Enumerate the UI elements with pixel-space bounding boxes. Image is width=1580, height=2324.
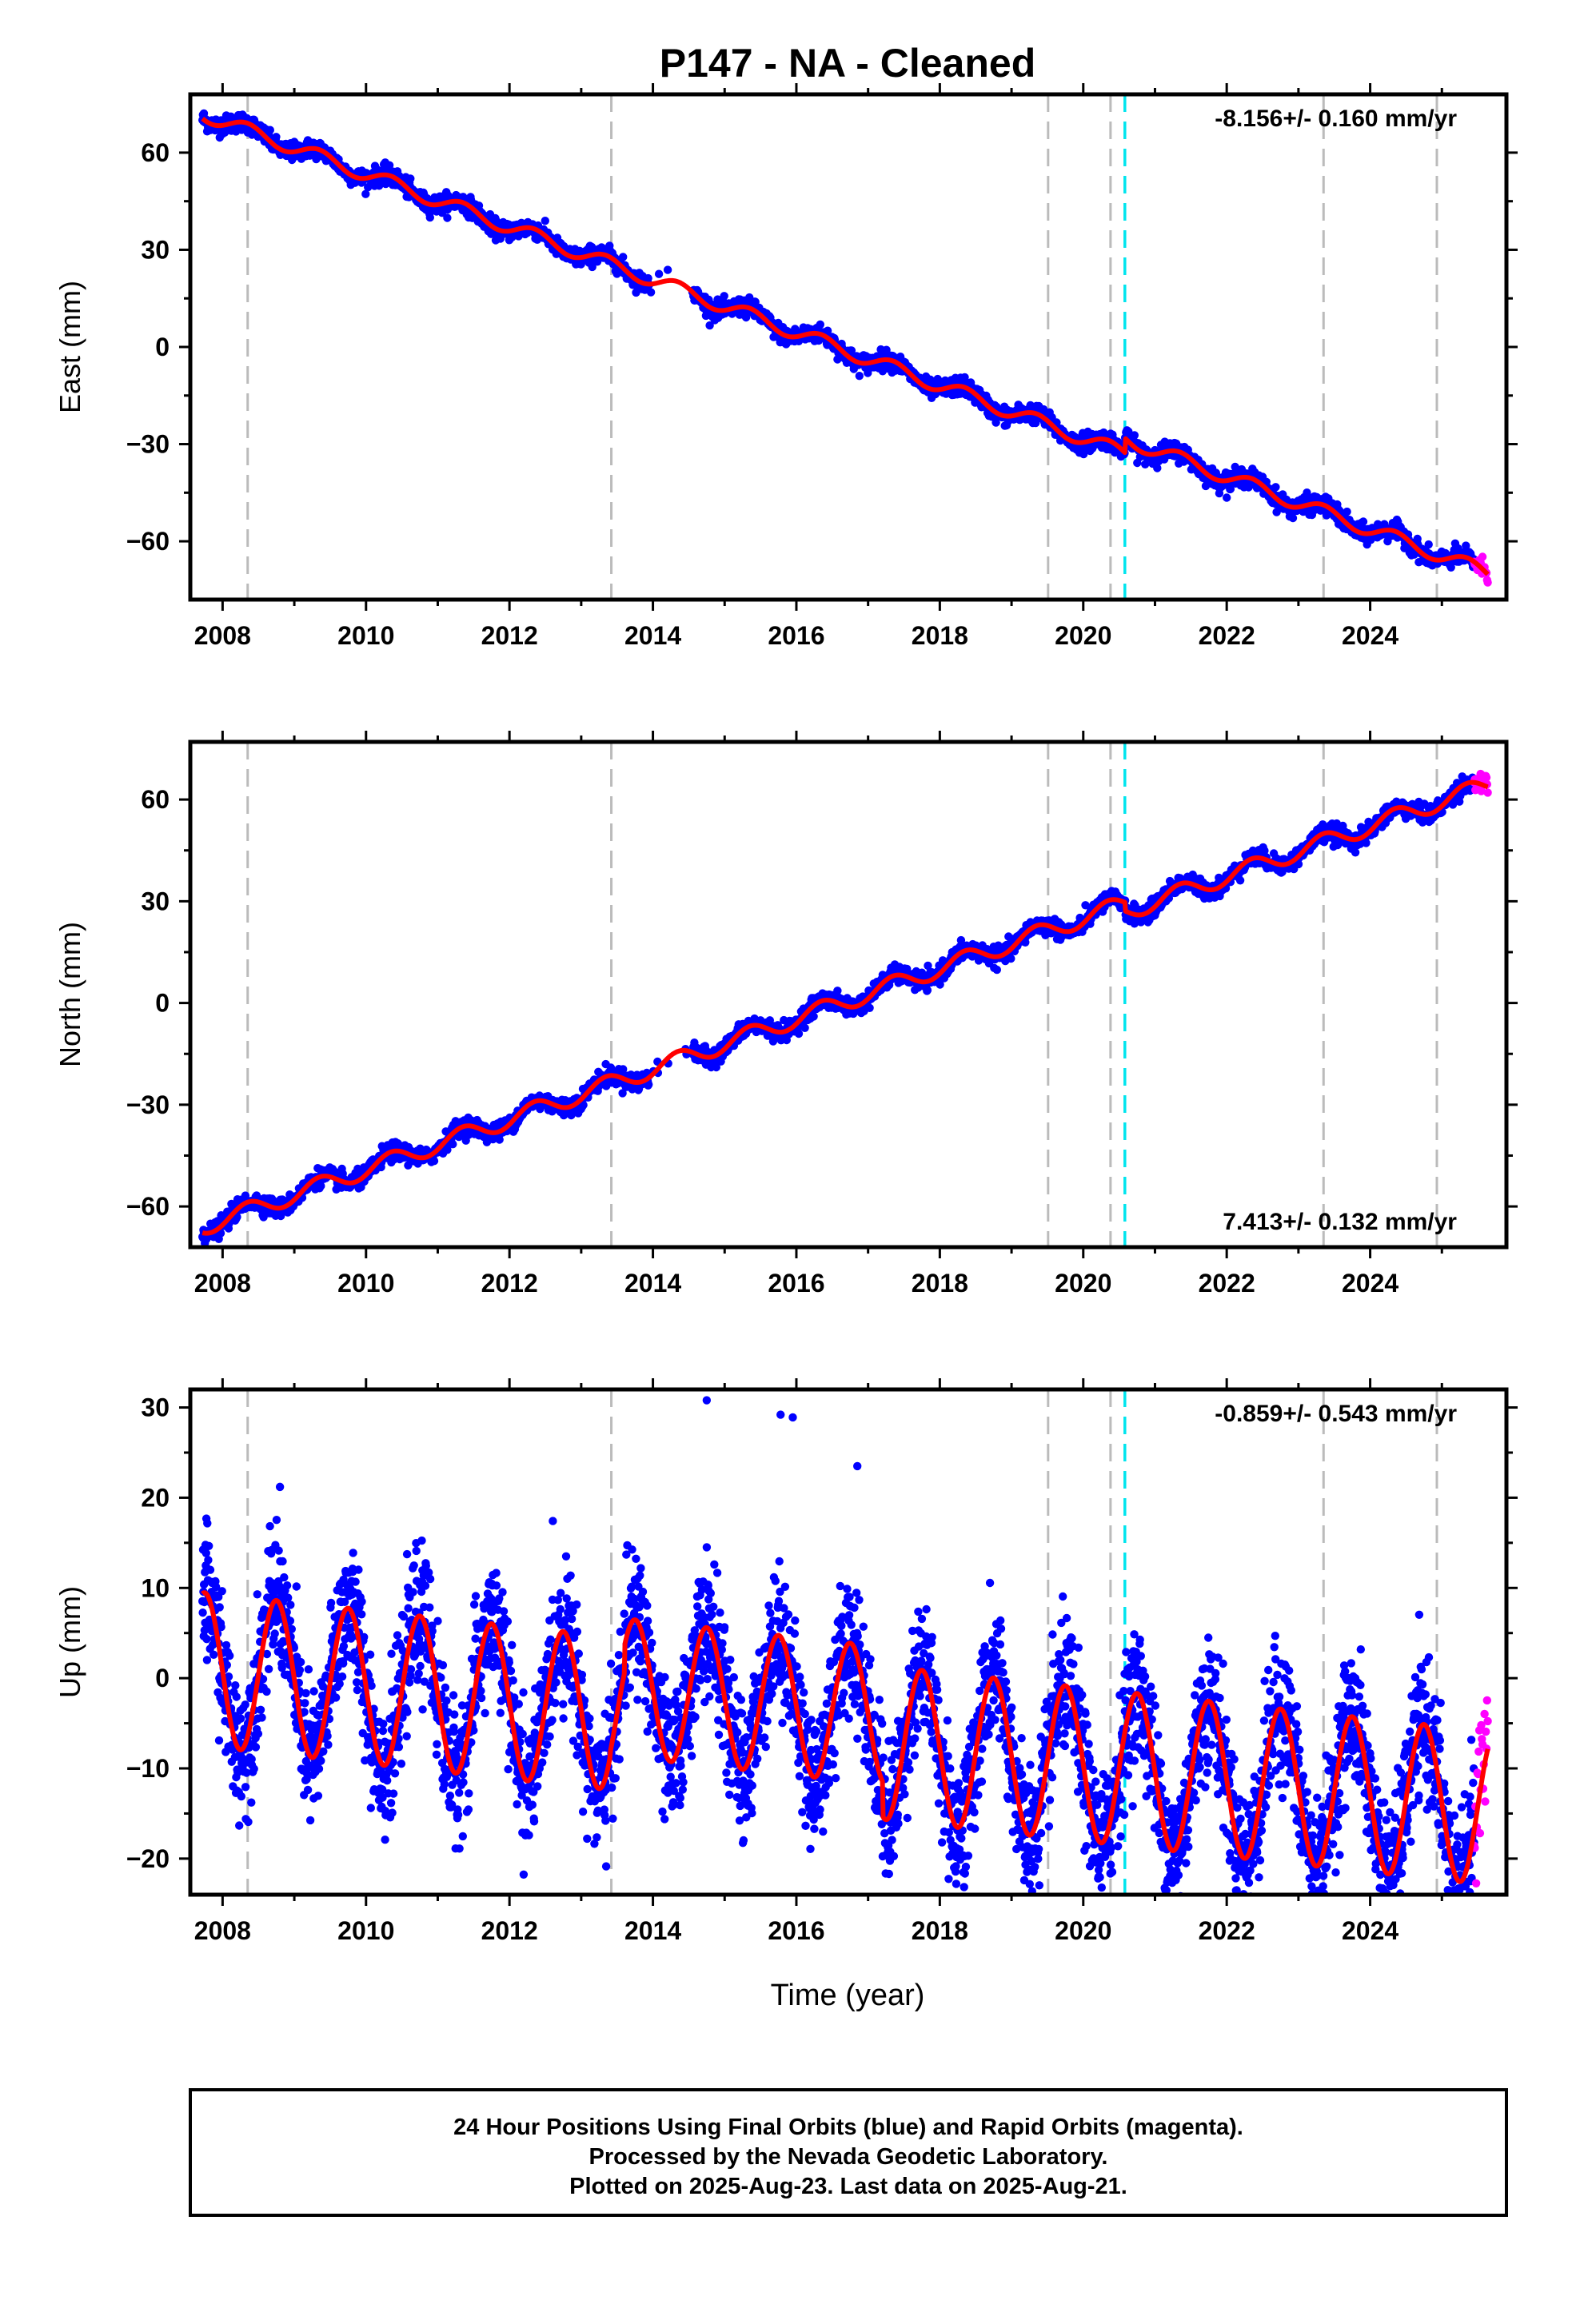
east-data-point <box>1271 483 1279 491</box>
east-x-tick-label: 2012 <box>481 621 538 650</box>
north-data-point <box>865 1004 873 1012</box>
north-data-point <box>1007 955 1015 963</box>
east-data-point <box>619 253 627 261</box>
east-data-point <box>647 288 655 296</box>
east-data-point <box>1343 508 1351 516</box>
east-data-point <box>856 372 864 380</box>
east-y-tick-label: −60 <box>126 527 170 556</box>
east-x-tick-label: 2010 <box>337 621 394 650</box>
north-data-point <box>833 987 841 995</box>
east-x-tick-label: 2008 <box>194 621 251 650</box>
east-y-tick-label: 30 <box>141 235 170 264</box>
east-data-point <box>655 270 663 278</box>
north-data-point <box>924 986 932 994</box>
east-data-point <box>443 213 451 221</box>
east-rate-label: -8.156+/- 0.160 mm/yr <box>1215 106 1457 132</box>
east-data-point <box>1425 540 1433 548</box>
north-data-point <box>449 1140 457 1148</box>
east-data-point <box>272 133 280 141</box>
east-data-point <box>426 213 434 221</box>
east-x-tick-label: 2014 <box>624 621 681 650</box>
east-x-tick-label: 2020 <box>1055 621 1111 650</box>
east-data-point <box>720 292 728 300</box>
east-data-point <box>664 265 672 273</box>
north-data-point <box>1236 876 1244 884</box>
east-data-point <box>1223 493 1231 501</box>
east-data-point <box>266 126 274 134</box>
figure-title: P147 - NA - Cleaned <box>660 41 1036 86</box>
east-data-point <box>406 174 414 182</box>
east-y-tick-label: 60 <box>141 138 170 167</box>
east-y-tick-label: 0 <box>155 333 170 361</box>
north-data-point <box>800 1024 808 1032</box>
east-x-tick-label: 2022 <box>1199 621 1255 650</box>
east-y-tick-label: −30 <box>126 430 170 459</box>
east-data-point <box>1359 517 1367 525</box>
east-data-point <box>1289 514 1297 522</box>
east-data-point <box>541 217 549 225</box>
north-data-point <box>430 1157 438 1165</box>
east-data-point <box>816 321 824 329</box>
east-rapid-point <box>1483 578 1491 586</box>
east-y-axis-label: East (mm) <box>54 281 86 413</box>
east-x-tick-label: 2018 <box>912 621 968 650</box>
east-rapid-point <box>1478 552 1486 560</box>
east-x-tick-label: 2024 <box>1342 621 1398 650</box>
north-data-point <box>809 1012 817 1020</box>
north-data-point <box>317 1182 325 1190</box>
east-x-tick-label: 2016 <box>768 621 824 650</box>
north-data-point <box>993 966 1001 974</box>
